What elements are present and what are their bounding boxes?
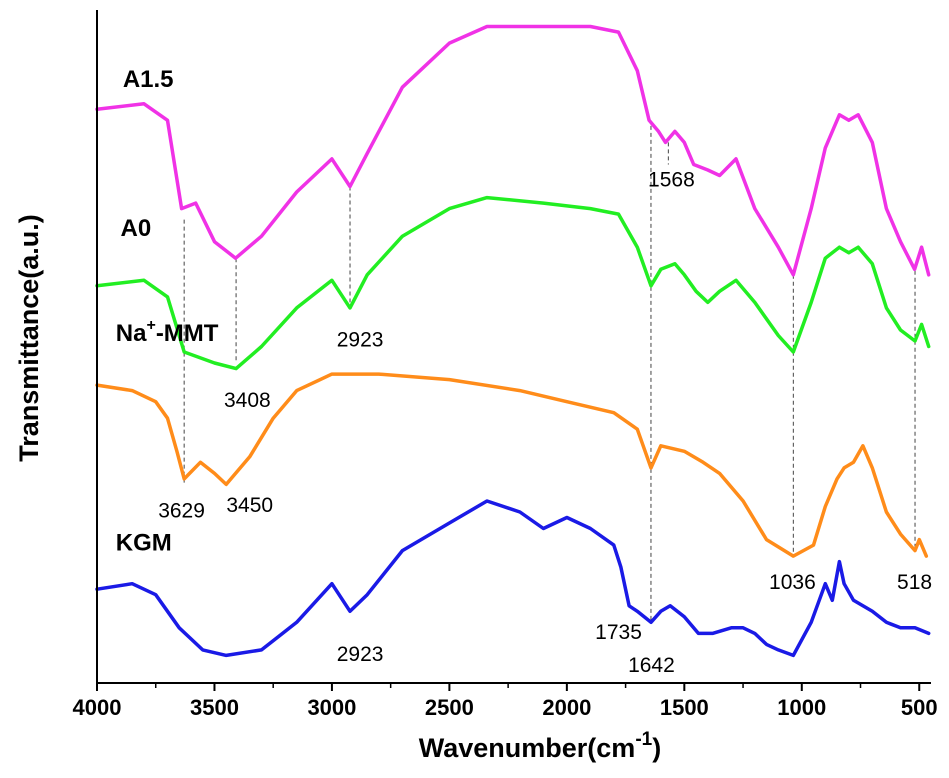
x-tick-label-2: 3000: [307, 695, 356, 720]
peak-label-4: 3450: [226, 494, 273, 517]
series-layer: [95, 24, 931, 658]
x-tick-label-4: 2000: [542, 695, 591, 720]
x-tick-label-6: 1000: [777, 695, 826, 720]
peak-annotations: 1568 2923 3408 3629 3450 1036 518 2923 1735 1642: [158, 169, 932, 677]
peak-label-8: 1735: [595, 621, 642, 644]
peak-label-1: 2923: [337, 329, 384, 352]
series-labels: A1.5 A0 Na+-MMT KGM: [116, 66, 219, 556]
peak-label-7: 2923: [337, 643, 384, 666]
y-axis-title: Transmittance(a.u.): [14, 214, 44, 462]
reference-lines: [183, 125, 916, 623]
series-label-1: A0: [120, 215, 151, 242]
axes: 4000 3500 3000 2500 2000 1500 1000 500: [73, 10, 938, 720]
series-label-2: Na+-MMT: [116, 317, 219, 347]
peak-label-9: 1642: [628, 654, 675, 677]
series-label-3: KGM: [116, 530, 172, 557]
x-tick-label-7: 500: [901, 695, 938, 720]
peak-label-0: 1568: [648, 169, 695, 192]
series-label-0: A1.5: [123, 66, 174, 93]
x-axis-title: Wavenumber(cm-1): [419, 729, 661, 763]
x-tick-label-3: 2500: [425, 695, 474, 720]
series-line-2: [95, 372, 929, 558]
peak-label-6: 518: [897, 571, 932, 594]
peak-label-2: 3408: [224, 389, 271, 412]
series-line-1: [95, 195, 931, 371]
x-tick-label-0: 4000: [73, 695, 122, 720]
peak-label-3: 3629: [158, 500, 205, 523]
x-tick-label-1: 3500: [190, 695, 239, 720]
peak-label-5: 1036: [769, 571, 816, 594]
x-tick-label-5: 1500: [660, 695, 709, 720]
series-line-0: [95, 24, 931, 277]
series-line-3: [95, 499, 931, 658]
